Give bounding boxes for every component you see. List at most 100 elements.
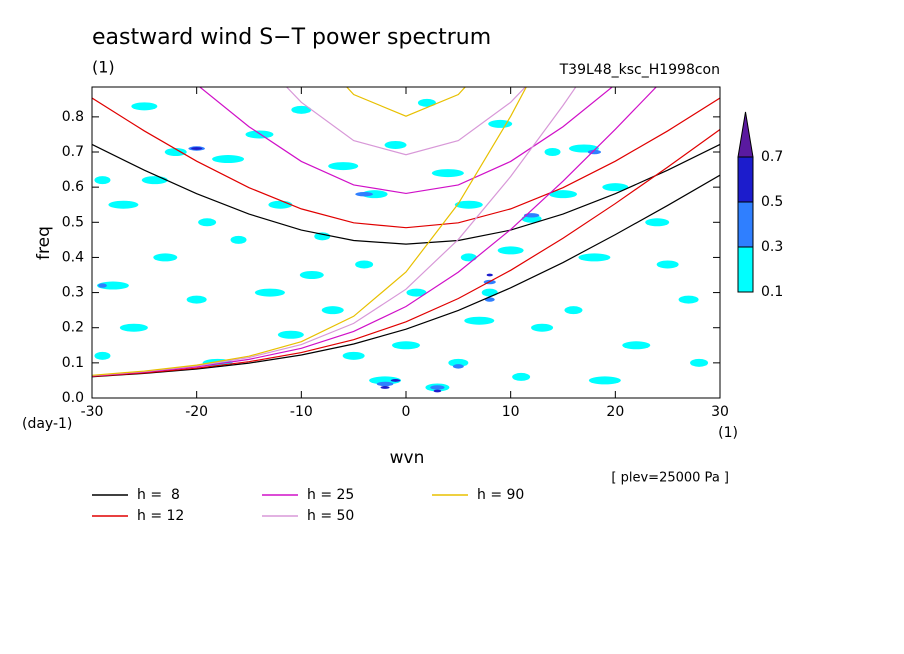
dispersion-curve bbox=[92, 87, 577, 377]
contour-patch bbox=[602, 183, 629, 192]
y-tick-label: 0.4 bbox=[62, 249, 84, 265]
contour-patch bbox=[141, 176, 168, 185]
contour-patch bbox=[245, 130, 274, 139]
x-tick-label: -10 bbox=[290, 404, 313, 420]
x-tick-label: 0 bbox=[402, 404, 411, 420]
contour-patch bbox=[430, 385, 445, 390]
contour-layer bbox=[94, 98, 709, 393]
contour-patch bbox=[94, 351, 111, 360]
colorbar-label: 0.7 bbox=[761, 149, 783, 165]
contour-patch bbox=[98, 283, 107, 288]
dispersion-curve bbox=[285, 87, 527, 156]
contour-patch bbox=[96, 281, 129, 290]
dispersion-curve bbox=[92, 128, 720, 377]
contour-patch bbox=[549, 190, 577, 199]
y-tick-label: 0.8 bbox=[62, 109, 84, 125]
contour-patch bbox=[512, 372, 531, 381]
contour-patch bbox=[230, 235, 247, 244]
contour-patch bbox=[448, 358, 469, 367]
contour-patch bbox=[131, 102, 158, 111]
run-label: T39L48_ksc_H1998con bbox=[559, 62, 720, 78]
contour-patch bbox=[355, 191, 373, 197]
legend-label: h = 8 bbox=[137, 487, 180, 503]
dispersion-curve bbox=[92, 174, 720, 378]
y-tick-label: 0.5 bbox=[62, 214, 84, 230]
contour-patch bbox=[486, 273, 493, 277]
contour-patch bbox=[119, 323, 148, 332]
colorbar-label: 0.5 bbox=[761, 194, 783, 210]
colorbar-swatch bbox=[737, 201, 754, 248]
curve-layer bbox=[92, 87, 720, 378]
contour-patch bbox=[299, 271, 324, 280]
note: [ plev=25000 Pa ] bbox=[611, 471, 729, 486]
contour-patch bbox=[454, 200, 483, 209]
contour-patch bbox=[291, 105, 312, 114]
contour-patch bbox=[497, 246, 524, 255]
x-tick-label: 30 bbox=[711, 404, 729, 420]
x-axis-unit: (1) bbox=[718, 425, 738, 441]
contour-patch bbox=[481, 288, 498, 297]
contour-patch bbox=[417, 98, 436, 107]
contour-patch bbox=[212, 155, 245, 164]
colorbar-label: 0.1 bbox=[761, 284, 783, 300]
colorbar-label: 0.3 bbox=[761, 239, 783, 255]
contour-patch bbox=[588, 376, 621, 385]
contour-patch bbox=[544, 148, 561, 157]
contour-patch bbox=[645, 218, 670, 227]
dispersion-curve bbox=[92, 143, 720, 245]
contour-patch bbox=[342, 351, 365, 360]
contour-patch bbox=[277, 330, 304, 339]
contour-patch bbox=[254, 288, 285, 297]
contour-patch bbox=[464, 316, 495, 325]
contour-patch bbox=[406, 288, 427, 297]
contour-patch bbox=[355, 260, 374, 269]
legend-label: h = 50 bbox=[307, 508, 354, 524]
colorbar-swatch bbox=[737, 246, 754, 293]
contour-patch bbox=[186, 295, 207, 304]
contour-patch bbox=[321, 306, 344, 315]
contour-patch bbox=[460, 253, 477, 262]
plot-frame bbox=[91, 86, 721, 399]
colorbar-swatch bbox=[737, 156, 754, 203]
contour-patch bbox=[328, 162, 359, 171]
dispersion-curve bbox=[92, 87, 527, 376]
contour-patch bbox=[384, 140, 407, 149]
contour-patch bbox=[314, 232, 331, 241]
contour-patch bbox=[392, 341, 420, 350]
contour-patch bbox=[433, 389, 442, 393]
contour-patch bbox=[376, 381, 394, 387]
contour-patch bbox=[452, 364, 464, 369]
contour-patch bbox=[94, 176, 111, 185]
dispersion-curve bbox=[92, 87, 658, 377]
contour-patch bbox=[531, 323, 554, 332]
contour-patch bbox=[268, 200, 293, 209]
contour-patch bbox=[431, 169, 464, 178]
contour-patch bbox=[690, 358, 709, 367]
y-tick-label: 0.7 bbox=[62, 144, 84, 160]
contour-patch bbox=[622, 341, 651, 350]
contour-patch bbox=[488, 119, 513, 128]
contour-patch bbox=[198, 218, 217, 227]
dispersion-curve bbox=[92, 97, 720, 229]
x-tick-label: 10 bbox=[502, 404, 520, 420]
contour-patch bbox=[656, 260, 679, 269]
dispersion-curve bbox=[198, 87, 614, 195]
dispersion-curve bbox=[345, 87, 467, 117]
contour-patch bbox=[380, 386, 390, 389]
y-tick-label: 0.6 bbox=[62, 179, 84, 195]
y-axis-label: freq bbox=[34, 226, 54, 260]
colorbar-extend bbox=[737, 111, 754, 158]
contour-patch bbox=[578, 253, 611, 262]
legend-label: h = 25 bbox=[307, 487, 354, 503]
x-axis-label: wvn bbox=[390, 448, 425, 468]
legend-label: h = 12 bbox=[137, 508, 184, 524]
contour-patch bbox=[153, 253, 178, 262]
y-tick-label: 0.2 bbox=[62, 320, 84, 336]
y-tick-label: 0.1 bbox=[62, 355, 84, 371]
y-tick-label: 0.0 bbox=[62, 390, 84, 406]
contour-patch bbox=[564, 306, 583, 315]
x-tick-label: 20 bbox=[606, 404, 624, 420]
y-tick-label: 0.3 bbox=[62, 285, 84, 301]
contour-patch bbox=[108, 200, 139, 209]
